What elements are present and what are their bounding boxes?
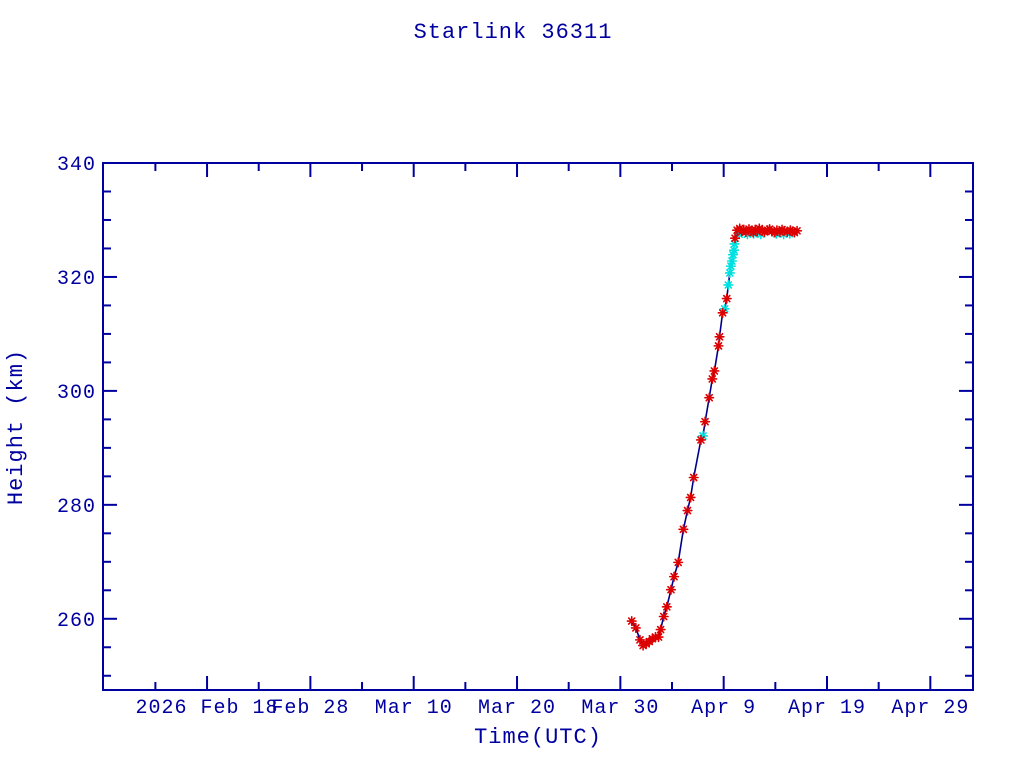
red-data-point — [707, 373, 718, 385]
plot-frame — [102, 162, 974, 691]
x-tick-label: Feb 28 — [271, 697, 349, 720]
red-data-point — [630, 622, 641, 633]
y-tick-label: 280 — [57, 496, 96, 519]
red-data-point — [661, 601, 672, 612]
x-tick-label: Apr 29 — [891, 697, 969, 720]
cyan-data-point — [719, 303, 730, 314]
red-data-point — [699, 416, 711, 427]
cyan-data-point — [725, 261, 737, 272]
red-data-point — [626, 615, 637, 627]
red-data-point — [695, 434, 707, 445]
red-data-point — [714, 331, 725, 342]
axis-ticks — [103, 162, 973, 690]
red-data-point — [771, 225, 782, 236]
red-data-point — [791, 225, 803, 236]
red-data-point — [685, 492, 696, 503]
cyan-data-point — [697, 430, 709, 442]
red-data-point — [655, 624, 666, 635]
cyan-data-point — [727, 249, 739, 260]
cyan-data-point — [724, 267, 735, 279]
red-data-point — [682, 505, 693, 516]
red-data-point — [647, 633, 658, 644]
red-data-point — [717, 307, 728, 318]
red-data-point — [721, 293, 732, 304]
red-data-point — [665, 584, 677, 595]
red-data-point — [759, 226, 770, 238]
cyan-data-point — [723, 279, 734, 291]
red-data-point — [704, 392, 715, 403]
red-data-point — [634, 634, 646, 645]
x-tick-label: Mar 20 — [478, 697, 556, 720]
red-data-point — [766, 226, 777, 237]
height-line — [631, 227, 798, 647]
red-data-point — [668, 571, 680, 582]
y-tick-label: 340 — [57, 154, 96, 177]
chart-title: Starlink 36311 — [414, 20, 613, 45]
red-data-point — [688, 472, 699, 483]
red-data-point — [658, 611, 669, 622]
red-data-point — [779, 225, 790, 236]
x-tick-label: 2026 Feb 18 — [136, 697, 279, 720]
y-tick-label: 260 — [57, 610, 96, 633]
red-data-point — [709, 365, 720, 377]
y-tick-label: 300 — [57, 382, 96, 405]
red-data-point — [673, 557, 684, 568]
data-series — [626, 223, 803, 651]
red-data-point — [678, 524, 689, 535]
x-tick-label: Apr 19 — [788, 697, 866, 720]
red-data-point — [729, 233, 741, 244]
cyan-data-point — [728, 245, 740, 256]
y-axis-label: Height (km) — [4, 349, 29, 505]
x-axis-label: Time(UTC) — [474, 725, 602, 750]
cyan-data-point — [729, 238, 740, 250]
y-tick-label: 320 — [57, 268, 96, 291]
red-data-point — [637, 640, 649, 651]
cyan-data-point — [726, 255, 738, 267]
x-tick-label: Mar 30 — [581, 697, 659, 720]
red-data-point — [653, 631, 664, 643]
red-data-point — [713, 340, 724, 351]
red-data-point — [782, 226, 793, 238]
x-tick-label: Mar 10 — [375, 697, 453, 720]
x-tick-label: Apr 9 — [691, 697, 756, 720]
